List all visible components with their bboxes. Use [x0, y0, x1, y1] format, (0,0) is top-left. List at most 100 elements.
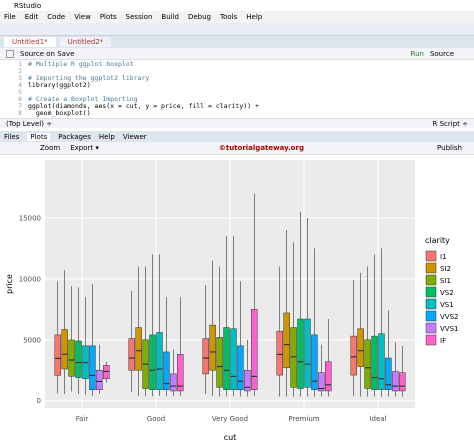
box	[283, 312, 290, 369]
line-number: 6	[18, 95, 22, 103]
main-toolbar	[0, 23, 474, 36]
y-tick-label: 0	[37, 397, 41, 405]
box	[325, 361, 332, 392]
menu-item[interactable]: File	[4, 13, 16, 21]
editor-tab[interactable]: Untitled1*	[4, 37, 56, 47]
code-text: # Multiple R ggplot boxplot	[28, 60, 134, 68]
legend-key	[425, 286, 437, 298]
code-line: 4 library(ggplot2)	[0, 82, 474, 89]
code-line: 2	[0, 68, 474, 75]
menu-item[interactable]: Debug	[187, 13, 211, 21]
box	[216, 337, 223, 388]
box	[311, 334, 318, 390]
menu-bar: File Edit Code View Plots Session Build Debug To…	[0, 11, 474, 23]
source-button[interactable]: Source	[429, 49, 454, 58]
box	[318, 372, 325, 392]
code-editor[interactable]: 1 # Multiple R ggplot boxplot 2 3 # Importin…	[0, 61, 474, 118]
code-line: 3 # Importing the ggplot2 library	[0, 75, 474, 82]
box	[209, 324, 216, 371]
editor-tab[interactable]: Untitled2*	[59, 37, 112, 47]
checkbox[interactable]	[6, 49, 14, 58]
y-axis-label: price	[5, 274, 14, 294]
x-axis-label: cut	[224, 433, 237, 442]
legend-label: I1	[440, 253, 447, 261]
code-line: 6 # Create a Boxplot Importing	[0, 96, 474, 103]
menu-item[interactable]: View	[74, 13, 91, 21]
plots-tab[interactable]: Help	[98, 132, 115, 141]
menu-item[interactable]: Code	[47, 13, 66, 21]
code-line: 8 geom_boxplot()	[0, 110, 474, 117]
window-title: RStudio	[14, 1, 42, 10]
source-on-save[interactable]: Source on Save	[20, 49, 75, 58]
line-number: 1	[18, 60, 22, 68]
box	[304, 318, 311, 388]
legend-key	[425, 334, 437, 346]
x-tick-label: Ideal	[369, 415, 386, 423]
box	[177, 354, 184, 392]
line-number: 5	[18, 88, 22, 96]
line-number: 2	[18, 67, 22, 75]
publish-button[interactable]: Publish	[437, 144, 462, 152]
legend-label: VVS2	[440, 313, 458, 321]
editor-tabs: Untitled1* Untitled2*	[0, 36, 474, 48]
box	[385, 357, 392, 390]
plots-tab[interactable]: Packages	[58, 132, 91, 141]
x-tick-label: Premium	[288, 415, 319, 423]
title-bar: RStudio	[0, 0, 474, 11]
box	[371, 335, 378, 390]
status-scope[interactable]: (Top Level) ÷	[6, 119, 53, 128]
plot: price cut clarity 0 5000 10000 15000 Fair Goo…	[5, 160, 458, 442]
legend-key	[425, 250, 437, 262]
x-tick-label: Fair	[76, 415, 89, 423]
box	[149, 334, 156, 390]
menu-item[interactable]: Edit	[24, 13, 39, 21]
box	[244, 369, 251, 392]
line-number: 8	[18, 109, 22, 117]
box	[103, 365, 110, 380]
line-number: 3	[18, 74, 22, 82]
box	[230, 328, 237, 390]
box	[202, 338, 209, 375]
legend-label: SI1	[440, 277, 451, 285]
legend-key	[425, 322, 437, 334]
legend-label: IF	[440, 337, 446, 345]
box	[156, 332, 163, 390]
code-text: ggplot(diamonds, aes(x = cut, y = price,…	[28, 102, 259, 110]
menu-item[interactable]: Build	[161, 13, 179, 21]
editor-status: (Top Level) ÷ R Script ÷	[0, 118, 474, 128]
export-button[interactable]: Export ▾	[70, 144, 99, 152]
box	[75, 340, 82, 378]
legend-label: SI2	[440, 265, 451, 273]
box	[276, 330, 283, 376]
plots-toolbar: Zoom Export ▾ ©tutorialgateway.org Publi…	[0, 142, 474, 155]
plots-tab[interactable]: Files	[4, 132, 20, 141]
code-line: 1 # Multiple R ggplot boxplot	[0, 61, 474, 68]
legend-key	[425, 262, 437, 274]
run-button[interactable]: Run	[410, 49, 424, 58]
menu-item[interactable]: Session	[125, 13, 153, 21]
box	[96, 369, 103, 390]
code-text: # Importing the ggplot2 library	[28, 74, 150, 82]
box	[399, 372, 406, 392]
code-text: # Create a Boxplot Importing	[28, 95, 138, 103]
plots-tab[interactable]: Viewer	[122, 132, 147, 141]
plots-tab[interactable]: Plots	[27, 132, 51, 141]
box	[297, 318, 304, 389]
line-number: 4	[18, 81, 22, 89]
menu-item[interactable]: Tools	[220, 13, 238, 21]
legend-key	[425, 310, 437, 322]
status-type[interactable]: R Script ÷	[432, 119, 468, 128]
menu-item[interactable]: Help	[246, 13, 263, 21]
box	[170, 373, 177, 392]
legend-key	[425, 298, 437, 310]
box	[223, 327, 230, 390]
box	[251, 309, 258, 390]
box	[364, 339, 371, 389]
zoom-button[interactable]: Zoom	[40, 144, 61, 152]
plots-tabs: Files Plots Packages Help Viewer	[0, 131, 474, 142]
menu-item[interactable]: Plots	[99, 13, 117, 21]
box	[290, 327, 297, 388]
x-tick-label: Good	[147, 415, 165, 423]
box	[378, 333, 385, 390]
